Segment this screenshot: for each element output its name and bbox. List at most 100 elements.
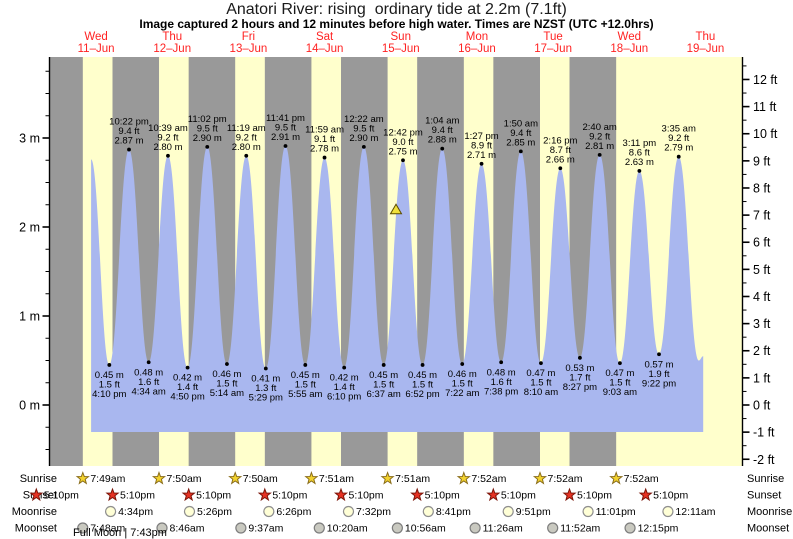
high-tide-m: 2.66 m [546,154,575,165]
high-tide-label: 10:39 am9.2 ft2.80 m [148,123,188,153]
right-axis-label: -1 ft [753,426,775,440]
right-axis-label: -2 ft [753,453,775,467]
low-tide-m: 0.45 m [95,370,124,381]
high-tide-label: 2:16 pm8.7 ft2.66 m [543,135,577,165]
sunset-time: 5:10pm [196,490,231,502]
moonset-time: 11:26am [483,523,523,535]
moonrise-circle-icon [342,505,355,518]
high-tide-label: 2:40 am9.2 ft2.81 m [582,122,616,152]
moonrise-circle-icon [263,505,275,518]
low-tide-ft: 1.6 ft [491,377,512,388]
high-tide-dot [205,145,210,149]
sunrise-time: 7:52am [471,473,506,485]
low-tide-label: 0.48 m1.6 ft7:38 pm [484,367,518,397]
high-tide-m: 2.90 m [349,133,378,144]
high-tide-dot [322,155,327,160]
sunset-time: 5:10pm [120,490,155,502]
day-date: 19–Jun [687,43,725,55]
low-tide-ft: 1.4 ft [334,382,355,393]
sunset-star-icon [105,487,120,502]
day-date: 16–Jun [458,43,496,55]
moonset-circle-icon [469,522,481,534]
low-tide-time: 8:10 am [524,387,558,398]
right-axis-label: 7 ft [753,209,771,223]
moonset-row-label-right: Moonset [747,523,789,535]
high-tide-m: 2.85 m [506,137,535,148]
sunrise-star-icon [228,471,243,485]
low-tide-label: 0.46 m1.5 ft7:22 am [445,369,479,399]
low-tide-dot [225,362,229,366]
high-tide-time: 10:22 pm [109,117,149,128]
moonrise-circle-icon [422,505,434,518]
moonset-time: 10:56am [405,523,446,535]
day-date: 13–Jun [230,43,268,55]
high-tide-label: 3:35 am9.2 ft2.79 m [662,124,696,154]
sunset-time: 5:10pm [349,490,384,502]
moonrise-time: 12:11am [675,506,715,518]
sunset-row-label-left: Sunset [23,490,57,502]
high-tide-label: 12:42 pm9.0 ft2.75 m [383,127,423,157]
day-date: 18–Jun [610,43,648,55]
moonset-row-label-left: Moonset [15,523,57,535]
low-tide-dot [420,363,425,367]
high-tide-label: 12:22 am9.5 ft2.90 m [344,114,384,144]
sunset-time: 5:10pm [272,490,307,502]
left-axis-label: 0 m [19,399,40,413]
high-tide-ft: 9.2 ft [589,131,610,142]
right-axis-label: 5 ft [753,263,771,277]
low-tide-time: 7:38 pm [484,386,518,397]
moonrise-circle-icon [582,505,594,518]
high-tide-time: 3:11 pm [623,138,657,149]
sunrise-time: 7:52am [547,473,582,485]
low-tide-time: 8:27 pm [563,382,597,393]
right-axis-label: 1 ft [753,371,771,385]
low-tide-dot [263,366,268,371]
low-tide-ft: 1.5 ft [530,378,551,389]
current-tide-marker [389,203,403,215]
sunrise-time: 7:50am [243,473,278,485]
moonset-circle-icon [391,522,403,534]
day-name: Mon [466,31,488,43]
moonset-circle-icon [77,522,89,534]
right-axis-label: 3 ft [753,317,771,331]
low-tide-m: 0.45 m [408,370,437,381]
moonrise-row-label-left: Moonrise [12,506,57,518]
high-tide-dot [166,153,170,158]
low-tide-label: 0.45 m1.5 ft6:37 am [367,370,401,400]
high-tide-dot [401,158,405,163]
moonset-time: 9:37am [248,523,283,535]
sunset-time: 5:10pm [577,490,612,502]
moonset-circle-icon [547,522,559,534]
high-tide-label: 11:19 am9.2 ft2.80 m [227,123,266,153]
moonset-circle-icon [156,522,168,534]
high-tide-ft: 9.4 ft [118,126,139,137]
low-tide-time: 5:14 am [210,388,244,399]
moonset-time: 11:52am [560,523,600,535]
moonset-circle-icon [235,522,247,534]
sunset-star-icon [638,487,653,502]
high-tide-dot [558,166,563,171]
high-tide-time: 2:16 pm [543,135,577,146]
sunrise-time: 7:50am [167,473,202,485]
low-tide-time: 5:55 am [288,389,322,400]
high-tide-ft: 9.5 ft [197,123,218,134]
low-tide-label: 0.47 m1.5 ft8:10 am [524,368,558,398]
low-tide-time: 5:29 pm [249,393,283,404]
low-tide-dot [342,365,347,370]
high-tide-ft: 9.1 ft [314,134,335,145]
high-tide-m: 2.80 m [153,142,182,153]
sunrise-star-icon [456,471,471,485]
high-tide-ft: 9.4 ft [432,125,453,136]
moonset-circle-icon [313,522,325,534]
sunrise-time: 7:51am [395,473,430,485]
page-subtitle: Image captured 2 hours and 12 minutes be… [139,17,654,31]
low-tide-dot [303,363,308,367]
high-tide-ft: 8.6 ft [629,147,650,158]
sunrise-time: 7:51am [319,473,354,485]
